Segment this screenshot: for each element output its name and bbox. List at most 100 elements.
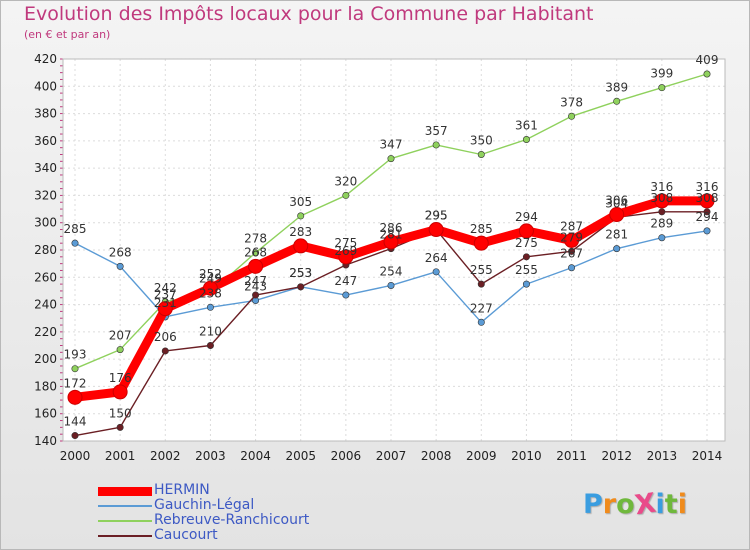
data-label-rebreuve-ranchicourt: 347 [380, 138, 403, 152]
data-point-hermin [338, 249, 354, 265]
data-point-caucourt [522, 253, 530, 261]
data-label-caucourt: 308 [650, 191, 673, 205]
data-label-caucourt: 253 [289, 266, 312, 280]
x-tick-label: 2009 [466, 449, 497, 463]
data-label-gauchin-l-gal: 264 [425, 251, 448, 265]
data-point-gauchin-l-gal [206, 303, 214, 311]
logo-letter: i [655, 489, 665, 520]
data-label-rebreuve-ranchicourt: 357 [425, 124, 448, 138]
proxiti-logo: ProXiti [583, 488, 687, 522]
data-point-hermin [699, 193, 715, 209]
data-label-rebreuve-ranchicourt: 242 [154, 281, 177, 295]
y-tick-label: 360 [34, 134, 57, 148]
data-point-caucourt [297, 283, 305, 291]
legend-label: Caucourt [154, 527, 218, 543]
data-label-caucourt: 210 [199, 325, 222, 339]
data-point-hermin [473, 235, 489, 251]
data-label-rebreuve-ranchicourt: 207 [109, 329, 132, 343]
x-tick-label: 2005 [285, 449, 316, 463]
data-label-gauchin-l-gal: 285 [64, 222, 87, 236]
data-label-gauchin-l-gal: 253 [289, 266, 312, 280]
data-label-rebreuve-ranchicourt: 350 [470, 134, 493, 148]
data-point-caucourt [161, 347, 169, 355]
data-labels: 172 1762372522682832752862952852942873063… [64, 53, 719, 429]
data-point-caucourt [658, 208, 666, 216]
data-label-hermin: 295 [425, 209, 448, 223]
logo-letter: o [616, 489, 635, 520]
data-label-gauchin-l-gal: 281 [605, 228, 628, 242]
y-tick-label: 420 [34, 52, 57, 66]
data-label-gauchin-l-gal: 231 [154, 296, 177, 310]
data-label-hermin: 275 [334, 236, 357, 250]
data-point-gauchin-l-gal [342, 291, 350, 299]
data-label-hermin: 172 [64, 376, 87, 390]
data-label-rebreuve-ranchicourt: 389 [605, 80, 628, 94]
x-tick-label: 2007 [376, 449, 407, 463]
data-label-caucourt: 255 [470, 263, 493, 277]
data-label-gauchin-l-gal: 294 [696, 210, 719, 224]
legend-swatch [98, 535, 152, 537]
data-label-gauchin-l-gal: 268 [109, 245, 132, 259]
data-point-gauchin-l-gal [522, 280, 530, 288]
data-label-gauchin-l-gal: 227 [470, 301, 493, 315]
y-tick-label: 160 [34, 407, 57, 421]
data-label-hermin: 176 [109, 371, 132, 385]
y-tick-label: 200 [34, 352, 57, 366]
chart-title: Evolution des Impôts locaux pour la Comm… [24, 3, 594, 25]
x-tick-label: 2006 [331, 449, 362, 463]
y-tick-label: 220 [34, 325, 57, 339]
legend-swatch [98, 486, 152, 496]
data-point-caucourt [252, 291, 260, 299]
data-point-rebreuve-ranchicourt [297, 212, 305, 220]
data-point-rebreuve-ranchicourt [703, 70, 711, 78]
data-label-gauchin-l-gal: 289 [650, 217, 673, 231]
y-tick-label: 140 [34, 434, 57, 448]
data-point-caucourt [703, 208, 711, 216]
data-label-hermin: 287 [560, 219, 583, 233]
data-point-gauchin-l-gal [432, 268, 440, 276]
data-point-gauchin-l-gal [71, 239, 79, 247]
data-label-caucourt: 295 [425, 209, 448, 223]
data-label-rebreuve-ranchicourt: 193 [64, 348, 87, 362]
data-point-caucourt [568, 247, 576, 255]
data-label-gauchin-l-gal: 267 [560, 247, 583, 261]
data-label-hermin: 316 [696, 180, 719, 194]
data-label-caucourt: 281 [380, 228, 403, 242]
legend-label: HERMIN [154, 482, 210, 498]
y-tick-label: 240 [34, 298, 57, 312]
data-label-hermin: 268 [244, 245, 267, 259]
data-label-rebreuve-ranchicourt: 320 [334, 174, 357, 188]
data-point-rebreuve-ranchicourt [658, 84, 666, 92]
legend-swatch [98, 505, 152, 507]
plot-border [62, 58, 726, 442]
x-tick-label: 2008 [421, 449, 452, 463]
data-point-rebreuve-ranchicourt [432, 141, 440, 149]
y-tick-label: 300 [34, 216, 57, 230]
data-label-rebreuve-ranchicourt: 378 [560, 95, 583, 109]
data-label-caucourt: 279 [560, 230, 583, 244]
data-point-gauchin-l-gal [658, 234, 666, 242]
data-label-hermin: 252 [199, 267, 222, 281]
data-point-caucourt [116, 423, 124, 431]
logo-letter: r [602, 489, 617, 520]
data-point-rebreuve-ranchicourt [342, 191, 350, 199]
logo-letter: i [677, 489, 687, 520]
chart-subtitle: (en € et par an) [24, 28, 111, 41]
series-group [67, 70, 715, 440]
y-tick-label: 380 [34, 107, 57, 121]
data-label-rebreuve-ranchicourt: 361 [515, 118, 538, 132]
data-point-hermin [428, 222, 444, 238]
data-point-gauchin-l-gal [477, 318, 485, 326]
y-tick-label: 400 [34, 79, 57, 93]
x-tick-label: 2001 [105, 449, 136, 463]
data-point-rebreuve-ranchicourt [71, 365, 79, 373]
data-label-caucourt: 206 [154, 330, 177, 344]
legend-swatch [98, 520, 152, 522]
data-point-hermin [654, 193, 670, 209]
data-point-hermin [609, 207, 625, 223]
x-tick-label: 2003 [195, 449, 226, 463]
data-point-hermin [202, 280, 218, 296]
data-point-gauchin-l-gal [387, 281, 395, 289]
data-point-hermin [564, 232, 580, 248]
x-tick-label: 2011 [556, 449, 587, 463]
